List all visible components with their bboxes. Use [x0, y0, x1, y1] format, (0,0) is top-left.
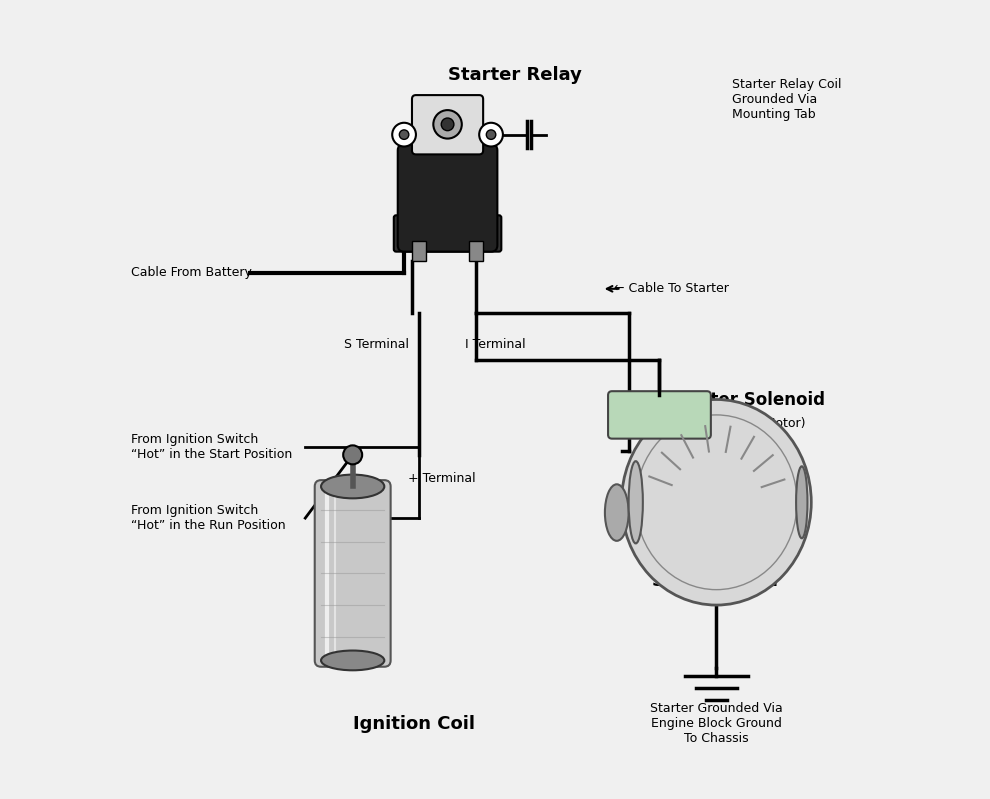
- Circle shape: [399, 130, 409, 139]
- Text: Starter Relay Coil
Grounded Via
Mounting Tab: Starter Relay Coil Grounded Via Mounting…: [733, 78, 842, 121]
- Ellipse shape: [796, 467, 808, 539]
- Circle shape: [434, 110, 461, 138]
- Text: I Terminal: I Terminal: [464, 338, 526, 351]
- Text: ← Cable To Starter: ← Cable To Starter: [614, 282, 729, 296]
- Text: Cable From Battery: Cable From Battery: [132, 267, 252, 280]
- Text: Starter Relay: Starter Relay: [447, 66, 581, 85]
- Ellipse shape: [321, 475, 384, 499]
- FancyBboxPatch shape: [315, 480, 391, 666]
- Ellipse shape: [622, 400, 811, 605]
- Bar: [469, 241, 483, 261]
- Text: Starter Motor: Starter Motor: [652, 572, 781, 590]
- Text: Starter Grounded Via
Engine Block Ground
To Chassis: Starter Grounded Via Engine Block Ground…: [650, 702, 783, 745]
- Circle shape: [344, 445, 362, 464]
- Text: From Ignition Switch
“Hot” in the Start Position: From Ignition Switch “Hot” in the Start …: [132, 433, 292, 461]
- FancyBboxPatch shape: [398, 144, 497, 252]
- Circle shape: [442, 118, 453, 131]
- Text: + Terminal: + Terminal: [408, 472, 475, 485]
- FancyBboxPatch shape: [394, 215, 501, 252]
- Ellipse shape: [629, 461, 643, 543]
- Circle shape: [392, 123, 416, 146]
- FancyBboxPatch shape: [608, 392, 711, 439]
- Text: Starter Solenoid: Starter Solenoid: [671, 391, 825, 408]
- Ellipse shape: [605, 484, 629, 541]
- Circle shape: [479, 123, 503, 146]
- Text: From Ignition Switch
“Hot” in the Run Position: From Ignition Switch “Hot” in the Run Po…: [132, 504, 286, 532]
- Circle shape: [486, 130, 496, 139]
- FancyBboxPatch shape: [412, 95, 483, 154]
- Ellipse shape: [321, 650, 384, 670]
- Text: Ignition Coil: Ignition Coil: [352, 714, 474, 733]
- Text: S Terminal: S Terminal: [344, 338, 409, 351]
- Text: (Integral To Motor): (Integral To Motor): [690, 417, 806, 430]
- Bar: [412, 241, 427, 261]
